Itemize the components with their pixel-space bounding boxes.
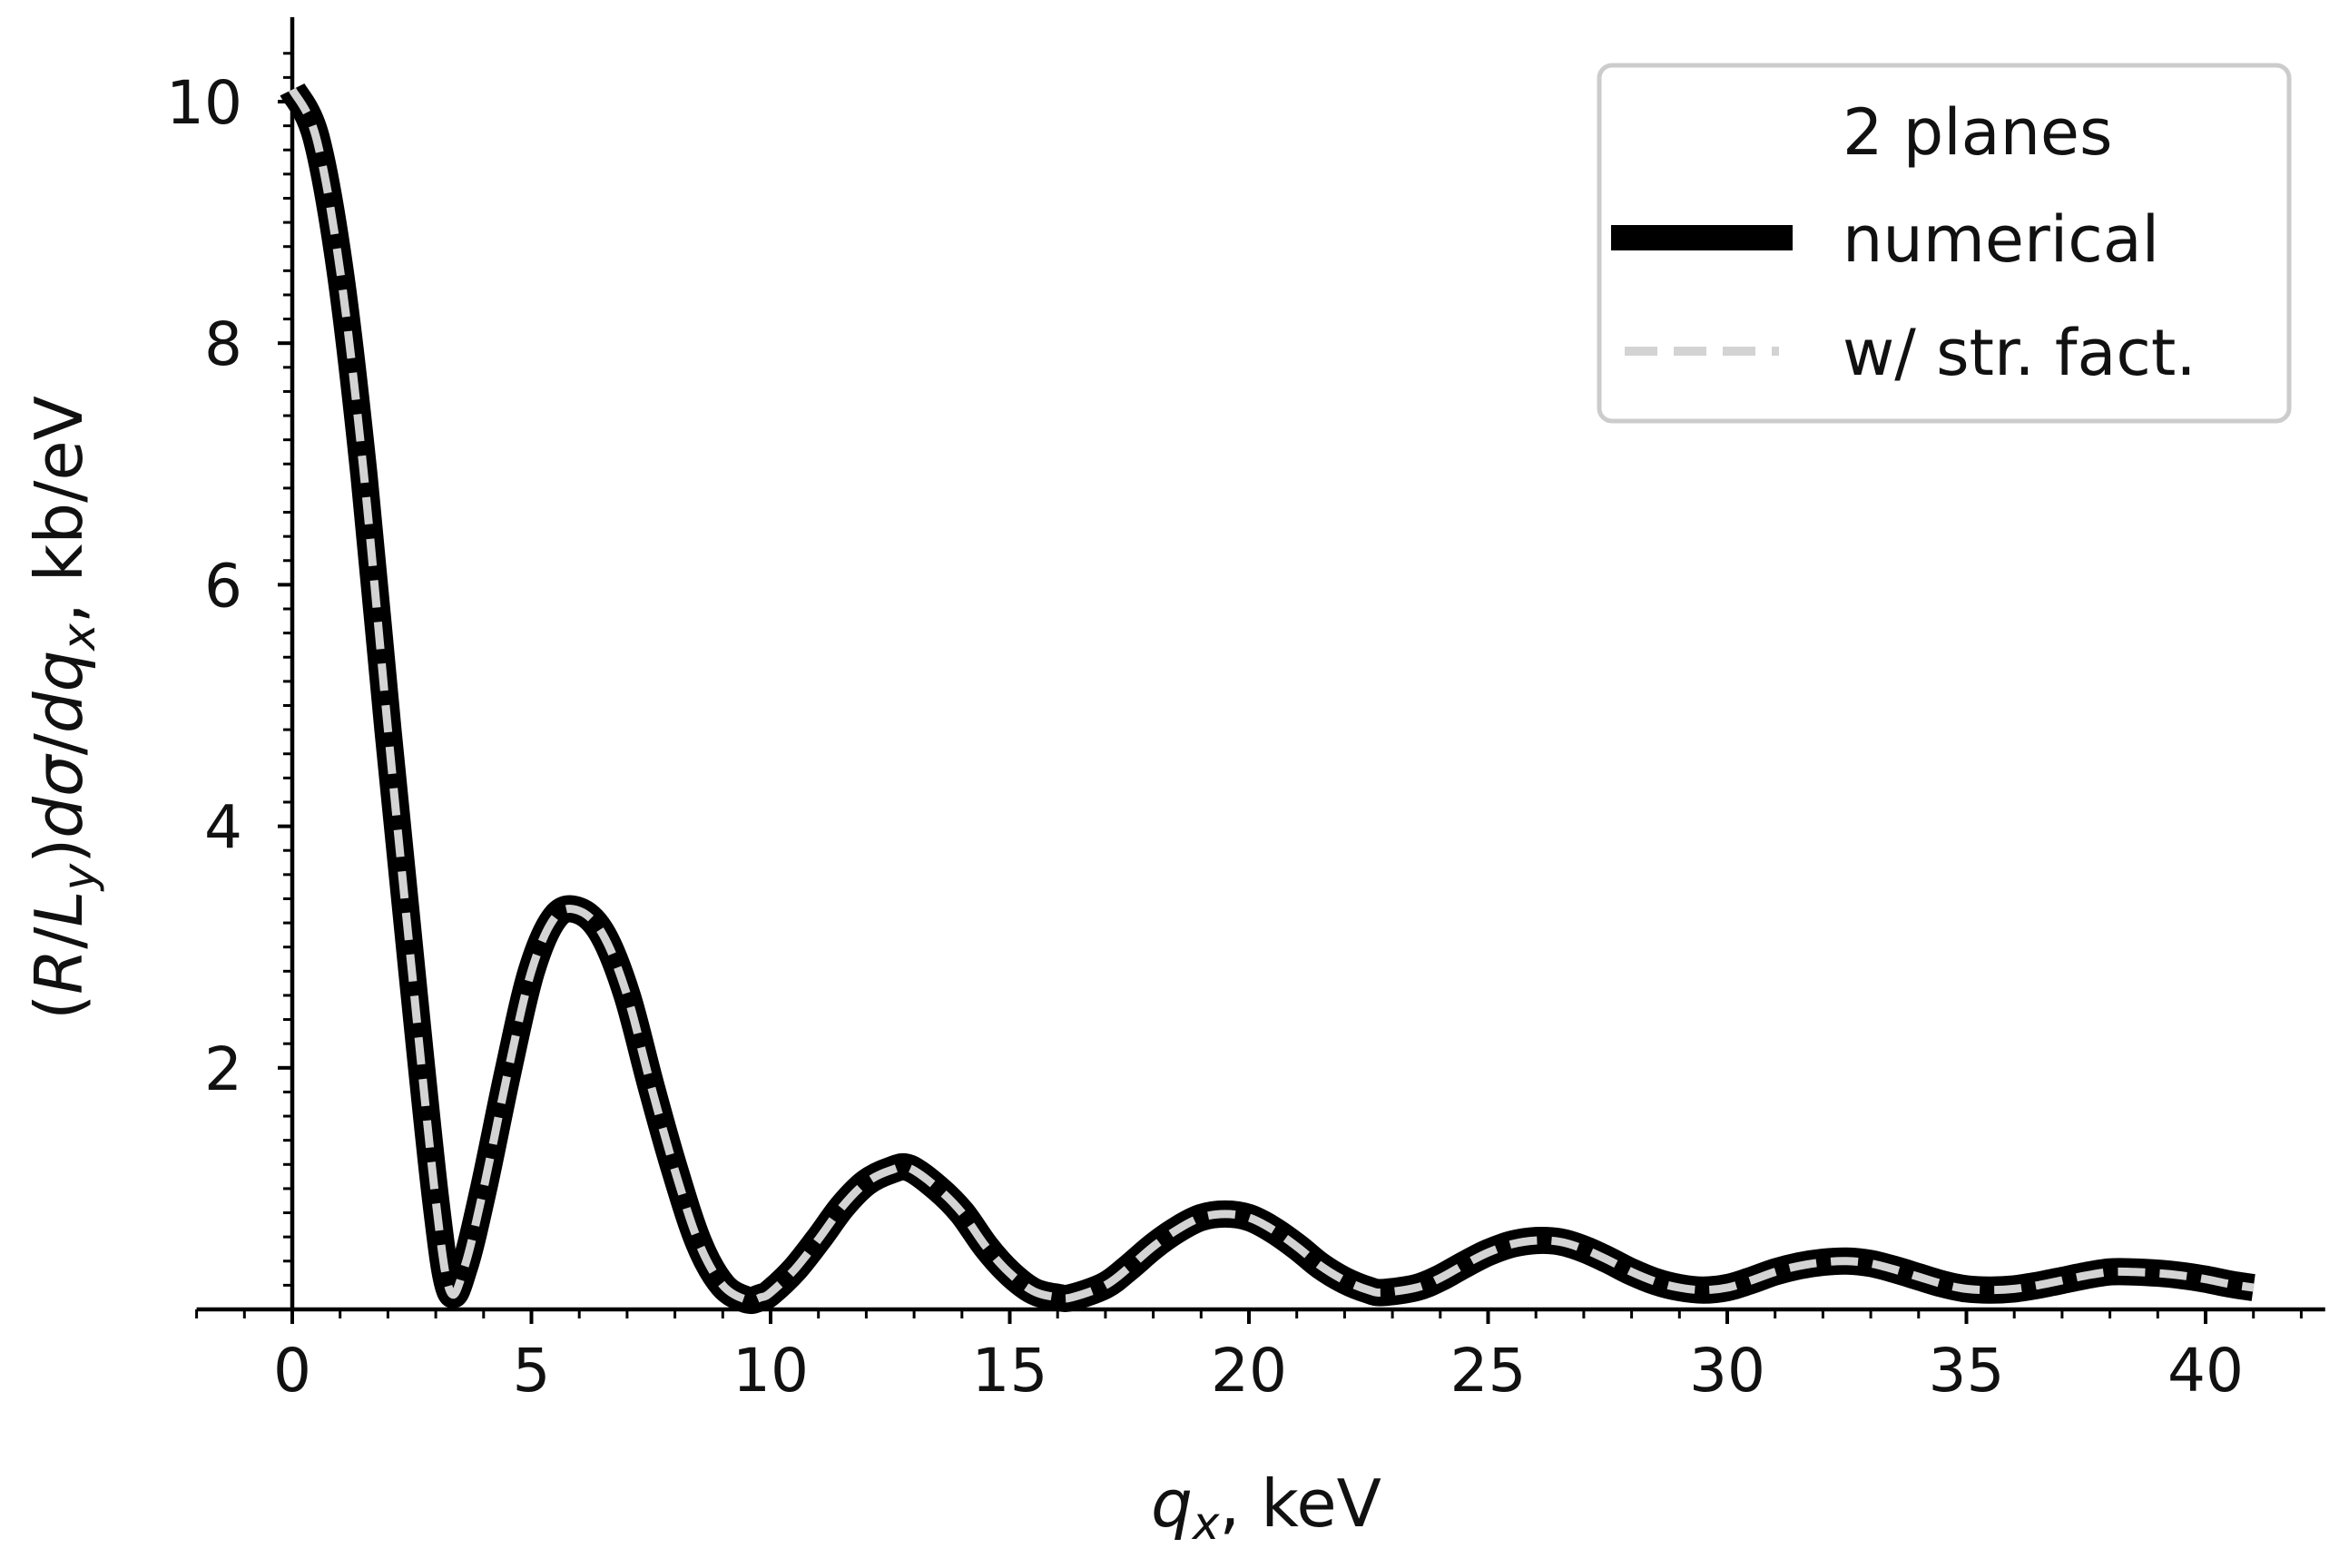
x-tick-label-1: 5	[513, 1336, 551, 1406]
x-axis-title: qx, keV	[1151, 1465, 1381, 1550]
x-tick-label-3: 15	[972, 1336, 1048, 1406]
major-ticks	[278, 100, 2207, 1324]
x-axis-title-subscript: x	[1191, 1497, 1220, 1550]
legend: 2 planes numerical w/ str. fact.	[1597, 63, 2292, 424]
legend-label-str-fact: w/ str. fact.	[1843, 316, 2197, 390]
y-axis-title-slash: /	[21, 926, 97, 949]
y-axis-title-L: L	[21, 890, 97, 926]
y-tick-label-3: 8	[204, 309, 242, 379]
y-axis-title-R: R	[21, 949, 97, 995]
y-axis-title-dq: dq	[21, 651, 97, 733]
legend-title: 2 planes	[1843, 95, 2112, 170]
y-axis-title-y-sub: y	[53, 862, 105, 892]
series-line-str-fact	[288, 87, 2255, 1305]
y-tick-label-0: 2	[204, 1034, 242, 1104]
x-tick-label-8: 40	[2167, 1336, 2244, 1406]
x-tick-label-6: 30	[1689, 1336, 1765, 1406]
x-tick-label-7: 35	[1929, 1336, 2005, 1406]
x-tick-label-2: 10	[732, 1336, 809, 1406]
legend-label-numerical: numerical	[1843, 202, 2159, 277]
y-axis-title-x-sub: x	[53, 623, 105, 652]
y-tick-label-1: 4	[204, 793, 242, 863]
y-axis-title-slash2: /	[21, 732, 97, 755]
x-tick-label-4: 20	[1211, 1336, 1287, 1406]
x-tick-label-0: 0	[273, 1336, 311, 1406]
y-axis-title-part2: )	[21, 838, 97, 864]
y-axis-title-part1: (	[21, 995, 97, 1020]
y-tick-label-2: 6	[204, 551, 242, 621]
y-axis-title-unit: , kb/eV	[21, 396, 97, 623]
series-layer	[280, 83, 2256, 1315]
y-axis-title-dsigma: dσ	[21, 753, 97, 838]
x-axis-title-symbol: q	[1151, 1465, 1193, 1542]
tick-labels: 0 5 10 15 20 25 30 35 40 2 4 6 8 10	[166, 68, 2244, 1406]
y-tick-label-4: 10	[166, 68, 242, 138]
legend-frame	[1597, 63, 2292, 424]
x-tick-label-5: 25	[1450, 1336, 1527, 1406]
y-axis-title: (R/Ly)dσ/dqx, kb/eV	[21, 396, 105, 1020]
x-axis-title-unit: , keV	[1219, 1465, 1381, 1542]
